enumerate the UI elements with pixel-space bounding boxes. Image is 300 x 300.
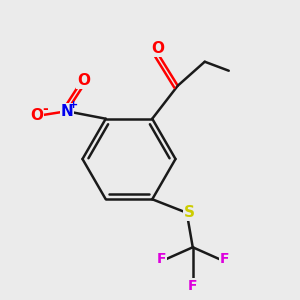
Text: O: O <box>152 41 165 56</box>
Text: O: O <box>30 108 43 123</box>
Text: F: F <box>220 252 229 266</box>
Text: -: - <box>42 102 48 116</box>
Text: N: N <box>60 104 73 119</box>
Text: S: S <box>184 205 195 220</box>
Text: F: F <box>188 279 197 293</box>
Text: +: + <box>69 100 78 110</box>
Text: F: F <box>157 252 166 266</box>
Text: O: O <box>77 73 90 88</box>
